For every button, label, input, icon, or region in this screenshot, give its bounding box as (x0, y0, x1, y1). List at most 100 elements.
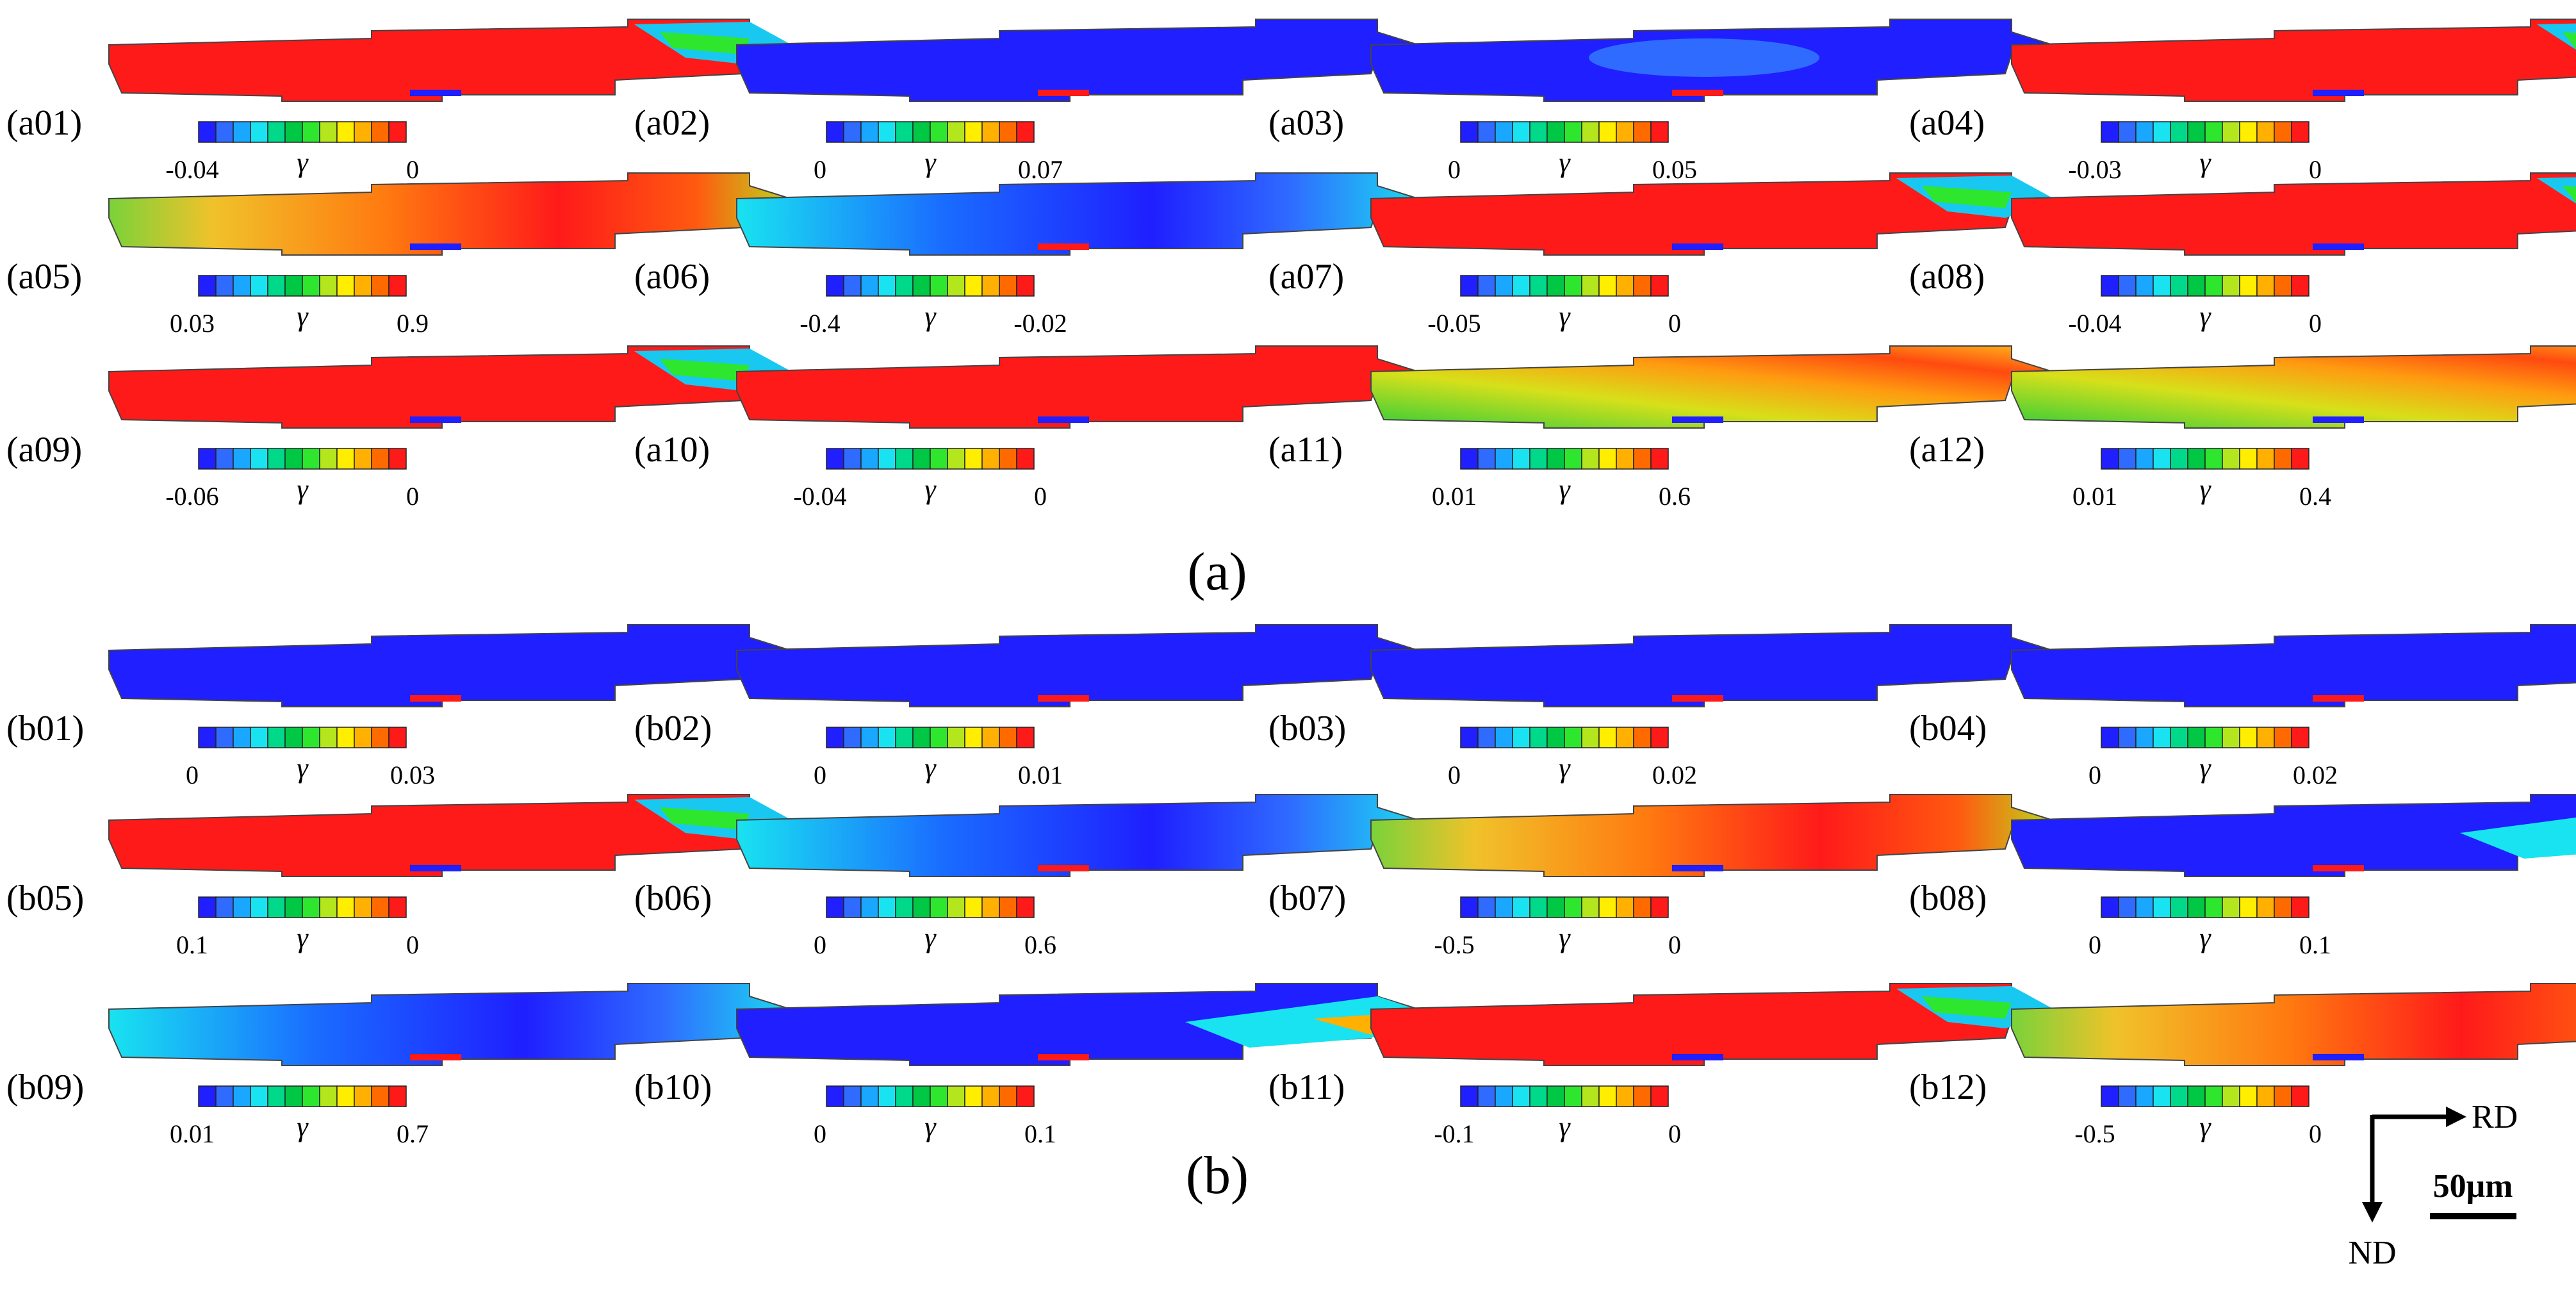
colorbar-cell (371, 275, 390, 297)
colorbar-cell (2135, 275, 2154, 297)
colorbar-min-label: -0.04 (2068, 309, 2121, 338)
colorbar-max-label: -0.02 (1013, 309, 1067, 338)
colorbar-cell (1495, 727, 1513, 748)
colorbar-variable-label: γ (297, 301, 309, 332)
contour-map (736, 345, 1429, 429)
colorbar-cell (826, 275, 844, 297)
colorbar-cell (1546, 727, 1565, 748)
colorbar-cell (2274, 121, 2292, 143)
colorbar-cell (878, 121, 896, 143)
panel-a07: (a07) -0.05 0 γ (1268, 172, 2063, 338)
colorbar-variable-label: γ (2199, 474, 2211, 505)
colorbar-variable-label: γ (924, 147, 937, 178)
orientation-axes: RD ND (2348, 1099, 2518, 1271)
contour-map (736, 172, 1429, 256)
contour-region (1589, 38, 1819, 77)
scale-bar: 50μm (2430, 1168, 2516, 1219)
panel-b10: (b10) 0 0.1 γ (634, 983, 1429, 1148)
colorbar-min-label: -0.06 (165, 482, 218, 511)
colorbar (198, 121, 407, 143)
colorbar-cell (354, 1085, 372, 1107)
colorbar-variable-label: γ (2199, 301, 2211, 332)
colorbar-cell (826, 448, 844, 470)
panel-b01: (b01) 0 0.03 γ (6, 624, 801, 789)
colorbar-cell (371, 727, 390, 748)
colorbar (1460, 121, 1669, 143)
colorbar-cell (2101, 727, 2119, 748)
colorbar-cell (1460, 275, 1479, 297)
colorbar-cell (2118, 896, 2137, 918)
colorbar-cell (2118, 727, 2137, 748)
colorbar (2101, 275, 2309, 297)
colorbar-variable-label: γ (924, 474, 937, 505)
colorbar-cell (2118, 1085, 2137, 1107)
contour-marker (1038, 416, 1089, 423)
group-caption-b: (b) (1186, 1146, 1249, 1205)
colorbar-cell (388, 896, 407, 918)
colorbar-cell (354, 896, 372, 918)
colorbar-variable-label: γ (924, 752, 937, 784)
colorbar-cell (2239, 896, 2258, 918)
colorbar-min-label: 0.1 (176, 930, 208, 959)
colorbar-cell (250, 896, 268, 918)
colorbar-min-label: 0 (1448, 155, 1461, 184)
colorbar-cell (1016, 1085, 1035, 1107)
colorbar-cell (860, 727, 879, 748)
colorbar-max-label: 0.1 (2299, 930, 2331, 959)
panel-a11: (a11) 0.01 0.6 γ (1268, 345, 2063, 511)
colorbar-cell (250, 448, 268, 470)
colorbar-min-label: -0.5 (1434, 930, 1474, 959)
colorbar-cell (198, 896, 217, 918)
panel-label: (a11) (1268, 430, 1343, 470)
contour-marker (410, 1054, 461, 1060)
colorbar-cell (1460, 121, 1479, 143)
colorbar-cell (860, 448, 879, 470)
contour-marker (1672, 90, 1723, 96)
colorbar-cell (1598, 727, 1617, 748)
colorbar-cell (947, 448, 965, 470)
contour-region (2537, 177, 2576, 204)
colorbar-cell (1495, 448, 1513, 470)
colorbar-cell (198, 448, 217, 470)
panel-label: (a01) (6, 103, 82, 143)
panel-label: (b01) (6, 709, 84, 748)
colorbar (198, 1085, 407, 1107)
colorbar-cell (198, 275, 217, 297)
colorbar-cell (1477, 275, 1496, 297)
colorbar-min-label: -0.04 (793, 482, 846, 511)
colorbar-cell (2101, 1085, 2119, 1107)
colorbar-cell (1460, 896, 1479, 918)
colorbar-cell (1633, 275, 1652, 297)
colorbar (1460, 727, 1669, 748)
colorbar-max-label: 0.6 (1024, 930, 1056, 959)
panel-label: (b11) (1268, 1067, 1345, 1107)
panel-label: (b08) (1909, 878, 1987, 918)
colorbar-variable-label: γ (297, 474, 309, 505)
colorbar-cell (371, 1085, 390, 1107)
colorbar-max-label: 0.7 (397, 1119, 429, 1148)
colorbar-cell (2101, 448, 2119, 470)
colorbar-cell (1598, 448, 1617, 470)
colorbar-variable-label: γ (1559, 922, 1571, 953)
colorbar-cell (2170, 1085, 2188, 1107)
colorbar-cell (284, 448, 303, 470)
colorbar (2101, 448, 2309, 470)
contour-marker (1672, 243, 1723, 250)
colorbar-cell (2291, 121, 2309, 143)
contour-map (2011, 983, 2576, 1066)
colorbar-cell (2153, 896, 2171, 918)
colorbar-cell (2118, 448, 2137, 470)
colorbar-max-label: 0.4 (2299, 482, 2331, 511)
colorbar-cell (1581, 1085, 1600, 1107)
colorbar-cell (981, 275, 1000, 297)
colorbar-cell (302, 727, 320, 748)
colorbar-cell (1616, 448, 1634, 470)
colorbar (826, 727, 1035, 748)
colorbar-cell (1564, 121, 1582, 143)
colorbar-cell (860, 1085, 879, 1107)
colorbar-cell (843, 448, 862, 470)
panel-b08: (b08) 0 0.1 γ (1909, 794, 2576, 959)
colorbar-cell (1546, 448, 1565, 470)
colorbar-cell (388, 727, 407, 748)
colorbar-cell (1016, 448, 1035, 470)
